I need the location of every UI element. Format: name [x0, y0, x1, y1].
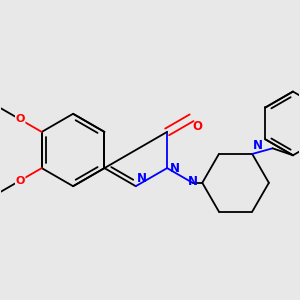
Text: N: N — [169, 162, 179, 175]
Text: N: N — [188, 175, 198, 188]
Text: O: O — [193, 120, 203, 133]
Text: N: N — [137, 172, 147, 185]
Text: O: O — [16, 115, 25, 124]
Text: N: N — [254, 139, 263, 152]
Text: O: O — [16, 176, 25, 185]
